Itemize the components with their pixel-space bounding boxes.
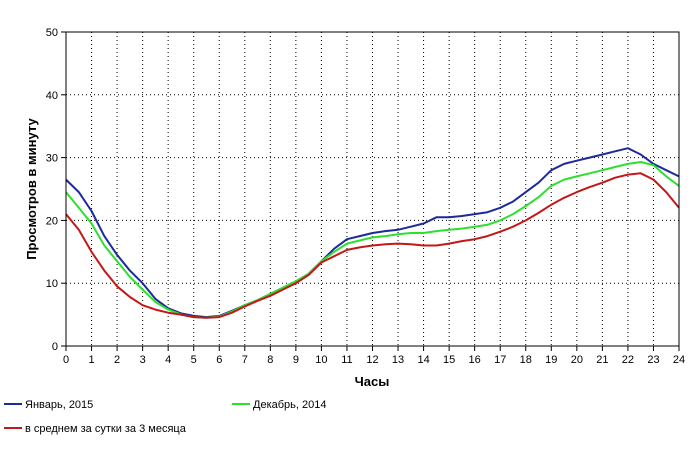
x-tick-label: 16	[469, 354, 481, 366]
x-tick-label: 22	[622, 354, 634, 366]
legend-item-3: в среднем за сутки за 3 месяца	[4, 423, 187, 435]
x-tick-label: 13	[392, 354, 404, 366]
y-axis-title: Просмотров в минуту	[24, 117, 39, 259]
y-tick-label: 0	[52, 341, 58, 353]
series-lines	[65, 147, 680, 319]
axis-ticks: 0 1 2 3 4 5 6 7 8 9 10 11 12 13 14 15 16 17 18 19 20 21 22 23 24…	[46, 27, 685, 366]
x-tick-label: 0	[63, 354, 69, 366]
series-line-2	[65, 161, 680, 319]
x-tick-label: 2	[114, 354, 120, 366]
y-tick-label: 40	[46, 90, 58, 102]
x-tick-label: 10	[315, 354, 327, 366]
grid-lines	[66, 32, 679, 346]
x-tick-label: 18	[520, 354, 532, 366]
legend-item-1: Январь, 2015	[4, 399, 93, 411]
legend-label: в среднем за сутки за 3 месяца	[25, 423, 187, 435]
x-tick-label: 8	[267, 354, 273, 366]
x-tick-label: 14	[417, 354, 429, 366]
x-tick-label: 4	[165, 354, 171, 366]
legend-label: Январь, 2015	[25, 399, 93, 411]
x-tick-label: 12	[366, 354, 378, 366]
x-tick-label: 24	[673, 354, 685, 366]
x-tick-label: 1	[88, 354, 94, 366]
x-tick-label: 5	[191, 354, 197, 366]
x-tick-label: 6	[216, 354, 222, 366]
legend-item-2: Декабрь, 2014	[232, 399, 326, 411]
y-tick-label: 20	[46, 215, 58, 227]
legend: Январь, 2015 Декабрь, 2014 в среднем за су…	[4, 399, 326, 435]
legend-label: Декабрь, 2014	[253, 399, 326, 411]
x-tick-label: 20	[571, 354, 583, 366]
x-tick-label: 21	[596, 354, 608, 366]
y-tick-label: 10	[46, 278, 58, 290]
x-tick-label: 23	[647, 354, 659, 366]
x-tick-label: 3	[140, 354, 146, 366]
x-tick-label: 17	[494, 354, 506, 366]
y-tick-label: 50	[46, 27, 58, 39]
x-tick-label: 9	[293, 354, 299, 366]
x-axis-title: Часы	[355, 374, 390, 389]
series-line-3	[65, 172, 680, 319]
x-tick-label: 15	[443, 354, 455, 366]
series-line-1	[65, 147, 680, 319]
x-tick-label: 11	[341, 354, 352, 366]
y-tick-label: 30	[46, 153, 58, 165]
x-tick-label: 7	[242, 354, 248, 366]
x-tick-label: 19	[545, 354, 557, 366]
